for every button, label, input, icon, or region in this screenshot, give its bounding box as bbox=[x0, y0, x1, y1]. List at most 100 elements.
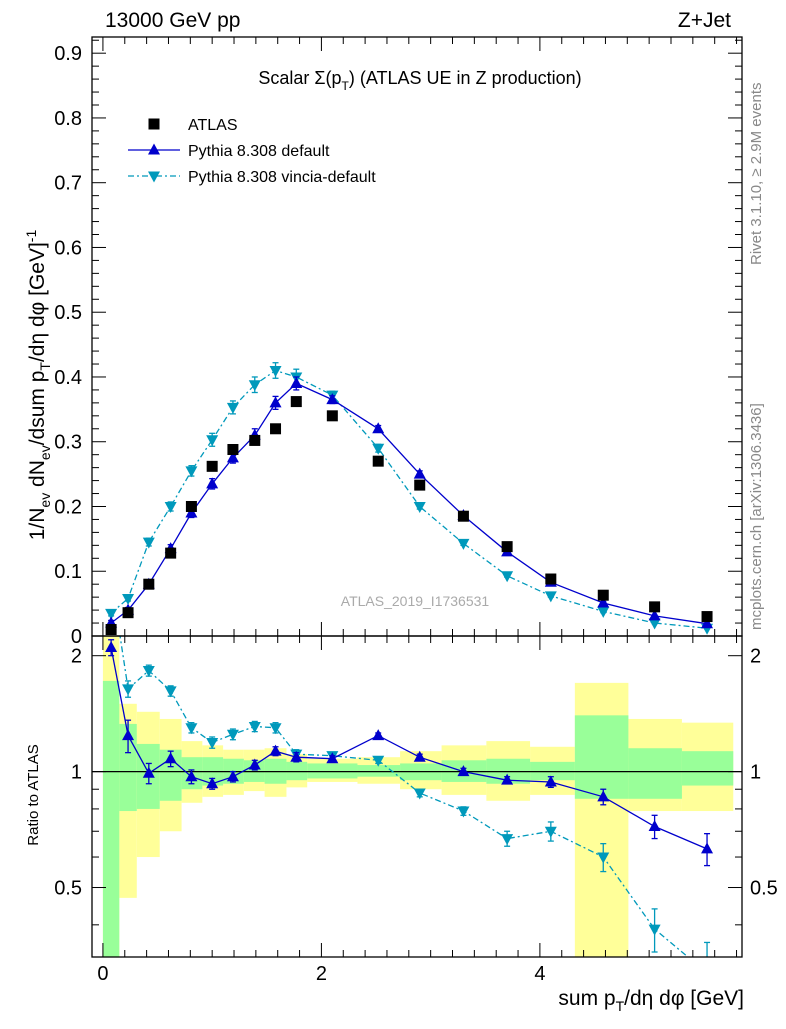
atlas-point bbox=[701, 611, 713, 623]
band-green bbox=[307, 763, 358, 779]
legend: ATLAS Pythia 8.308 default Pythia 8.308 vi… bbox=[128, 117, 376, 186]
vincia-point bbox=[501, 571, 514, 583]
watermark: ATLAS_2019_I1736531 bbox=[341, 593, 490, 609]
tick-label: 2 bbox=[71, 646, 82, 668]
tick-label: 0.9 bbox=[54, 43, 82, 65]
band-green bbox=[574, 715, 629, 799]
side-text-site: mcplots.cern.ch [arXiv:1306.3436] bbox=[748, 403, 765, 630]
vincia-ratio-point bbox=[648, 924, 661, 936]
default-point bbox=[372, 422, 385, 434]
atlas-point bbox=[185, 500, 197, 512]
vincia-ratio-point bbox=[701, 968, 713, 979]
vincia-ratio-point bbox=[413, 788, 426, 800]
tick-label: 0.6 bbox=[54, 237, 82, 259]
vincia-point bbox=[122, 593, 135, 605]
vincia-point bbox=[648, 618, 661, 630]
svg-text:sum pT/dη dφ [GeV]: sum pT/dη dφ [GeV] bbox=[558, 987, 744, 1014]
vincia-ratio-point bbox=[597, 852, 610, 864]
default-point bbox=[597, 596, 610, 608]
default-ratio-point bbox=[142, 766, 155, 778]
vincia-point bbox=[142, 537, 155, 549]
axis-ticks: 00.10.20.30.40.50.60.70.80.90.5 0.51 12 20 2… bbox=[54, 37, 778, 985]
side-text-rivet: Rivet 3.1.10, ≥ 2.9M events bbox=[748, 83, 765, 266]
atlas-point bbox=[290, 396, 302, 408]
vincia-point bbox=[269, 365, 282, 377]
vincia-ratio-point bbox=[142, 666, 155, 678]
default-point bbox=[290, 376, 303, 388]
default-ratio-point bbox=[122, 729, 135, 741]
vincia-ratio-point bbox=[105, 573, 117, 584]
header-process: Z+Jet bbox=[678, 9, 731, 32]
atlas-point bbox=[270, 423, 282, 435]
legend-marker bbox=[148, 118, 160, 130]
x-axis-label: sum pT/dη dφ [GeV] bbox=[558, 987, 744, 1014]
tick-label: 0.1 bbox=[54, 561, 82, 583]
tick-label: 0 bbox=[97, 963, 108, 985]
tick-label: 2 bbox=[750, 646, 761, 668]
vincia-ratio-point bbox=[457, 806, 470, 818]
atlas-point bbox=[143, 578, 155, 590]
band-green bbox=[102, 680, 120, 957]
default-point bbox=[413, 467, 426, 479]
tick-label: 4 bbox=[534, 963, 545, 985]
default-ratio-point bbox=[544, 775, 557, 787]
atlas-point bbox=[597, 589, 609, 601]
atlas-point bbox=[414, 479, 426, 491]
vincia-ratio-point bbox=[185, 723, 198, 735]
vincia-point bbox=[185, 466, 198, 478]
plot-title-sub: T bbox=[342, 79, 350, 93]
default-ratio-point bbox=[648, 820, 661, 832]
y-axis-label-ratio: Ratio to ATLAS bbox=[25, 744, 42, 845]
default-ratio-point bbox=[164, 752, 177, 764]
default-point bbox=[226, 451, 239, 463]
vincia-point bbox=[164, 501, 177, 513]
tick-label: 1 bbox=[750, 762, 761, 784]
vincia-ratio-point bbox=[544, 826, 557, 838]
vincia-point bbox=[105, 608, 118, 620]
atlas-point bbox=[249, 434, 261, 446]
vincia-ratio-point bbox=[206, 738, 219, 750]
tick-label: 0.3 bbox=[54, 432, 82, 454]
plot-title: Scalar Σ(pT) (ATLAS UE in Z production) bbox=[258, 68, 581, 93]
vincia-ratio-point bbox=[269, 723, 282, 735]
vincia-ratio-point bbox=[372, 755, 385, 767]
default-ratio-point bbox=[413, 750, 426, 762]
vincia-ratio-point bbox=[501, 834, 514, 846]
band-green bbox=[357, 765, 401, 777]
legend-label: Pythia 8.308 default bbox=[188, 143, 330, 160]
vincia-point bbox=[248, 380, 261, 392]
panel-frames bbox=[91, 36, 743, 958]
atlas-point bbox=[165, 547, 177, 559]
default-ratio-point bbox=[372, 729, 385, 741]
tick-label: 0.8 bbox=[54, 108, 82, 130]
default-ratio-point bbox=[269, 744, 282, 756]
band-green bbox=[628, 748, 682, 799]
band-green bbox=[681, 751, 734, 786]
default-point bbox=[269, 396, 282, 408]
default-line bbox=[110, 382, 708, 625]
default-ratio-point bbox=[248, 758, 261, 770]
tick-label: 0.4 bbox=[54, 367, 82, 389]
vincia-point bbox=[206, 435, 219, 447]
plot-title-suffix: ) (ATLAS UE in Z production) bbox=[349, 68, 582, 88]
plot-title-prefix: Scalar Σ(p bbox=[258, 68, 341, 88]
tick-label: 0.2 bbox=[54, 496, 82, 518]
default-point bbox=[648, 609, 661, 621]
vincia-point bbox=[372, 443, 385, 455]
legend-label: ATLAS bbox=[188, 117, 238, 134]
vincia-point bbox=[457, 538, 470, 550]
vincia-ratio-point bbox=[164, 686, 177, 698]
default-ratio-point bbox=[501, 773, 514, 785]
ratio-uncertainty-bands bbox=[92, 636, 742, 957]
default-ratio-point bbox=[326, 752, 339, 764]
svg-text:1/Nev dNev/dsum pT/dη dφ [GeV]: 1/Nev dNev/dsum pT/dη dφ [GeV]-1 bbox=[23, 230, 53, 541]
tick-label: 0.5 bbox=[54, 878, 82, 900]
vincia-point bbox=[597, 606, 610, 618]
tick-label: 0.5 bbox=[750, 878, 778, 900]
atlas-point bbox=[501, 541, 513, 553]
vincia-ratio-point bbox=[122, 684, 135, 696]
tick-label: 1 bbox=[71, 762, 82, 784]
atlas-point bbox=[649, 601, 661, 613]
vincia-point bbox=[226, 402, 239, 414]
default-ratio-point bbox=[185, 770, 198, 782]
